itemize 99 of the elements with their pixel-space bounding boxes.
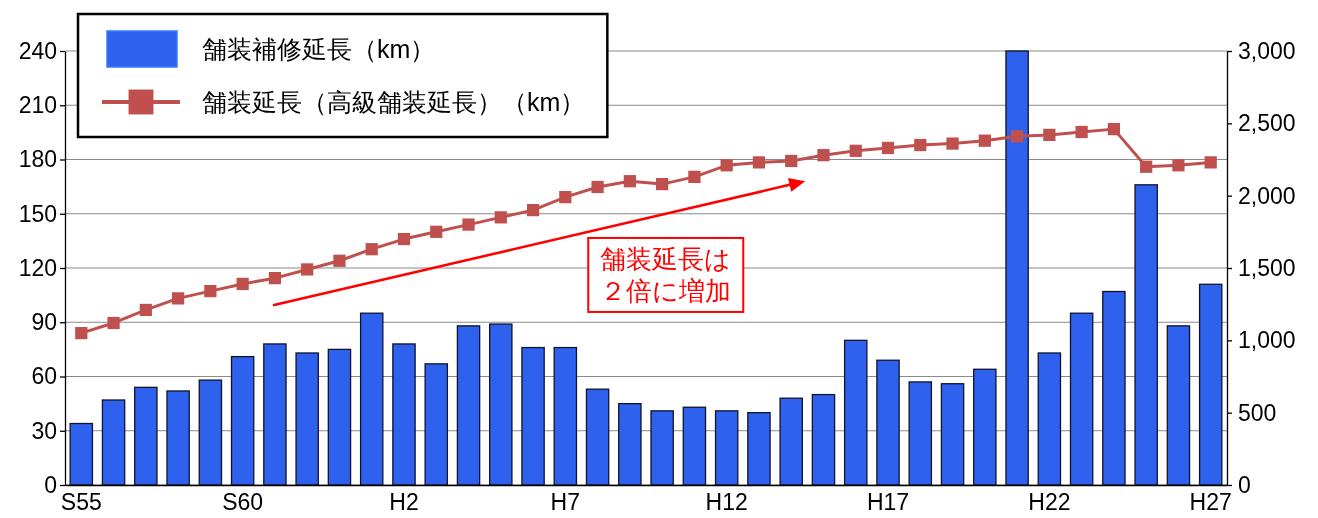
- point: [881, 141, 895, 155]
- bar: [263, 343, 287, 486]
- bar: [521, 346, 545, 486]
- bar: [714, 410, 739, 486]
- point: [1204, 156, 1217, 169]
- bar: [682, 406, 707, 486]
- point: [1043, 128, 1056, 142]
- point: [785, 154, 798, 168]
- y-tick-label: 180: [18, 146, 57, 173]
- point: [171, 292, 185, 305]
- point: [333, 254, 346, 267]
- bar: [843, 339, 868, 486]
- point: [397, 232, 411, 246]
- x-tick-label: S55: [60, 489, 102, 516]
- bar: [811, 393, 836, 486]
- point: [494, 211, 507, 224]
- point: [591, 180, 604, 194]
- point: [623, 175, 636, 188]
- y2-tick-label: 0: [1238, 471, 1251, 498]
- point: [75, 326, 88, 340]
- bar: [553, 346, 578, 486]
- bar: [456, 325, 481, 486]
- point: [752, 156, 766, 169]
- point: [559, 190, 572, 204]
- bar: [489, 323, 513, 486]
- bar: [230, 355, 255, 486]
- point: [849, 144, 862, 157]
- y-tick-label: 210: [18, 92, 57, 119]
- point: [978, 134, 991, 147]
- y2-tick-label: 3,000: [1238, 37, 1296, 64]
- bar: [327, 348, 352, 486]
- bar: [650, 410, 674, 486]
- point: [1172, 159, 1185, 172]
- y2-tick-label: 1,500: [1238, 254, 1296, 281]
- y-tick-label: 60: [31, 363, 57, 390]
- bar: [747, 412, 771, 486]
- point: [268, 272, 282, 285]
- x-tick-label: H22: [1028, 489, 1071, 516]
- point: [1107, 123, 1121, 136]
- point: [365, 243, 378, 256]
- bar: [134, 386, 158, 486]
- point: [946, 137, 959, 150]
- y-tick-label: 120: [18, 254, 57, 281]
- x-tick-label: H7: [550, 489, 581, 516]
- point: [301, 263, 314, 276]
- point: [1140, 160, 1153, 173]
- point: [204, 285, 217, 298]
- point: [817, 149, 830, 162]
- bar: [1134, 184, 1158, 486]
- point: [526, 204, 540, 217]
- bar: [779, 397, 803, 486]
- bar: [1037, 352, 1062, 486]
- x-tick-label: H17: [866, 489, 910, 516]
- point: [1010, 130, 1024, 143]
- y-tick-label: 90: [31, 309, 57, 336]
- y2-tick-label: 500: [1238, 399, 1277, 426]
- bar: [908, 381, 933, 486]
- bar: [973, 368, 997, 486]
- y2-tick-label: 1,000: [1238, 327, 1296, 354]
- y-tick-label: 150: [18, 200, 57, 227]
- x-tick-label: S60: [222, 489, 264, 516]
- point: [688, 170, 701, 183]
- x-tick-label: H12: [705, 489, 748, 516]
- legend-label: 舗装延長（高級舗装延長）（km）: [202, 88, 586, 116]
- point: [914, 138, 927, 152]
- bar: [424, 363, 449, 486]
- y-tick-label: 0: [44, 471, 57, 498]
- x-tick-label: H27: [1189, 489, 1232, 516]
- bar: [1198, 283, 1223, 486]
- point: [720, 159, 733, 172]
- annotation: 舗装延長は２倍に増加: [600, 243, 732, 306]
- point: [430, 225, 443, 238]
- bar: [1102, 290, 1126, 486]
- bar: [1166, 325, 1191, 486]
- bar: [940, 383, 965, 486]
- y2-tick-label: 2,500: [1238, 110, 1296, 137]
- legend-label: 舗装補修延長（km）: [202, 35, 436, 63]
- bar: [101, 399, 126, 486]
- bar: [876, 359, 900, 486]
- y-tick-label: 240: [18, 37, 57, 64]
- bar: [618, 402, 642, 486]
- y-tick-label: 30: [31, 417, 57, 444]
- y2-tick-label: 2,000: [1238, 182, 1296, 209]
- point: [1075, 125, 1088, 139]
- bar: [69, 422, 94, 486]
- point: [139, 303, 152, 317]
- bar: [198, 379, 223, 486]
- bar: [585, 388, 610, 486]
- bar: [1069, 312, 1094, 486]
- point: [236, 277, 249, 291]
- bar: [359, 312, 384, 486]
- x-tick-label: H2: [389, 489, 419, 516]
- point: [107, 316, 120, 330]
- point: [462, 218, 475, 231]
- bar: [295, 352, 319, 486]
- bar: [392, 343, 416, 486]
- bar: [1005, 50, 1029, 486]
- point: [656, 177, 669, 191]
- bar: [166, 390, 190, 486]
